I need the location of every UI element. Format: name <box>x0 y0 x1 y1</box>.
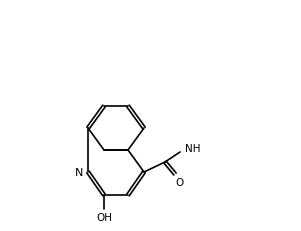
Text: OH: OH <box>96 212 112 222</box>
Text: NH: NH <box>185 143 200 153</box>
Text: O: O <box>175 177 183 187</box>
Text: N: N <box>75 167 83 177</box>
